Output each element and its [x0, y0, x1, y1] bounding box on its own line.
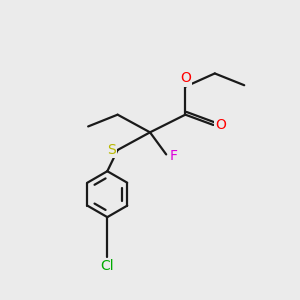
- Text: O: O: [215, 118, 226, 132]
- Text: S: S: [107, 143, 116, 157]
- Text: F: F: [169, 149, 178, 163]
- Text: Cl: Cl: [100, 259, 114, 273]
- Text: O: O: [180, 71, 191, 85]
